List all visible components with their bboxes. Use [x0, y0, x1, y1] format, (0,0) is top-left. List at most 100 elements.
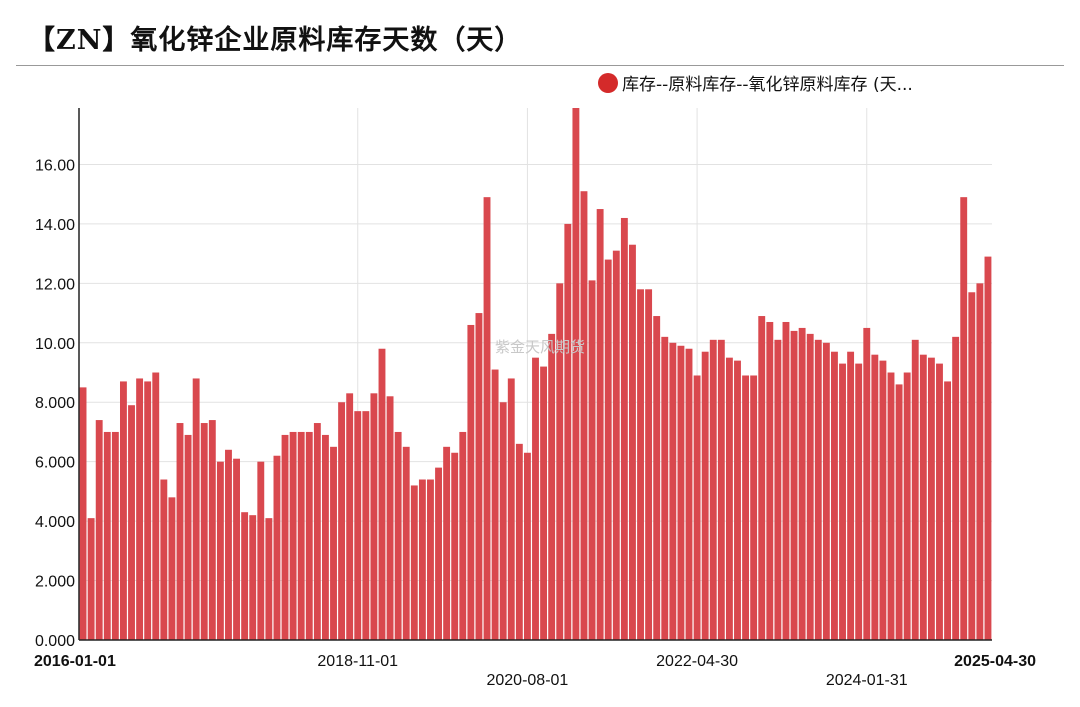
- bar[interactable]: [798, 327, 806, 640]
- bar[interactable]: [103, 431, 111, 640]
- bar[interactable]: [257, 461, 265, 640]
- bar[interactable]: [410, 485, 418, 640]
- bar[interactable]: [637, 289, 644, 640]
- bar[interactable]: [289, 431, 297, 640]
- bar[interactable]: [774, 339, 782, 640]
- bar[interactable]: [806, 333, 814, 640]
- bar[interactable]: [927, 357, 935, 640]
- bar[interactable]: [790, 330, 798, 640]
- bar[interactable]: [903, 372, 911, 640]
- bar[interactable]: [814, 339, 822, 640]
- bar[interactable]: [467, 324, 475, 640]
- bar[interactable]: [192, 378, 200, 640]
- bar[interactable]: [346, 393, 354, 640]
- bar[interactable]: [321, 434, 329, 640]
- bar[interactable]: [960, 197, 968, 640]
- bar[interactable]: [265, 518, 273, 640]
- bar[interactable]: [871, 354, 879, 640]
- bar[interactable]: [451, 452, 459, 640]
- bar[interactable]: [936, 363, 943, 640]
- bar[interactable]: [443, 446, 451, 640]
- bar[interactable]: [863, 327, 871, 640]
- bar[interactable]: [685, 348, 693, 640]
- bar[interactable]: [370, 393, 378, 640]
- bar[interactable]: [354, 411, 362, 640]
- bar[interactable]: [677, 345, 685, 640]
- bar[interactable]: [297, 431, 305, 640]
- bar[interactable]: [976, 283, 984, 640]
- bar[interactable]: [839, 363, 846, 640]
- bar[interactable]: [313, 423, 321, 640]
- bar[interactable]: [144, 381, 152, 640]
- bar[interactable]: [386, 396, 394, 640]
- bar[interactable]: [661, 336, 669, 640]
- bar[interactable]: [128, 405, 135, 640]
- bar[interactable]: [572, 108, 580, 640]
- bar[interactable]: [241, 512, 249, 640]
- bar[interactable]: [919, 354, 927, 640]
- bar[interactable]: [540, 366, 548, 640]
- bar[interactable]: [216, 461, 224, 640]
- bar[interactable]: [734, 360, 741, 640]
- bar[interactable]: [596, 209, 604, 640]
- legend[interactable]: 库存--原料库存--氧化锌原料库存 (天...: [598, 70, 913, 95]
- bar[interactable]: [176, 423, 184, 640]
- bar[interactable]: [507, 378, 515, 640]
- bar[interactable]: [338, 402, 346, 640]
- bar[interactable]: [362, 411, 370, 640]
- bar[interactable]: [95, 420, 103, 640]
- bar[interactable]: [653, 316, 661, 640]
- bar[interactable]: [208, 420, 216, 640]
- bar[interactable]: [79, 387, 87, 640]
- bar[interactable]: [378, 348, 386, 640]
- bar[interactable]: [119, 381, 127, 640]
- bar[interactable]: [160, 479, 168, 640]
- bar[interactable]: [184, 434, 192, 640]
- bar[interactable]: [725, 357, 733, 640]
- bar[interactable]: [984, 256, 992, 640]
- bar[interactable]: [701, 351, 709, 640]
- bar[interactable]: [225, 449, 232, 640]
- bar[interactable]: [742, 375, 750, 640]
- bar[interactable]: [427, 479, 434, 640]
- bar[interactable]: [87, 518, 95, 640]
- bar[interactable]: [499, 402, 507, 640]
- bar[interactable]: [491, 369, 499, 640]
- bar[interactable]: [717, 339, 725, 640]
- bar[interactable]: [532, 357, 539, 640]
- bar[interactable]: [435, 467, 442, 640]
- bar[interactable]: [612, 250, 620, 640]
- bar[interactable]: [523, 452, 531, 640]
- bar[interactable]: [645, 289, 653, 640]
- bar[interactable]: [200, 423, 208, 640]
- bar[interactable]: [249, 515, 257, 640]
- bar[interactable]: [911, 339, 919, 640]
- bar[interactable]: [855, 363, 863, 640]
- bar[interactable]: [281, 434, 289, 640]
- bar[interactable]: [556, 283, 564, 640]
- bar[interactable]: [604, 259, 612, 640]
- bar[interactable]: [895, 384, 903, 640]
- bar[interactable]: [418, 479, 426, 640]
- bar[interactable]: [305, 431, 313, 640]
- bar[interactable]: [273, 455, 281, 640]
- bar[interactable]: [822, 342, 830, 640]
- bar[interactable]: [693, 375, 701, 640]
- bar[interactable]: [887, 372, 895, 640]
- bar[interactable]: [548, 333, 556, 640]
- bar[interactable]: [847, 351, 855, 640]
- bar[interactable]: [750, 375, 758, 640]
- bar[interactable]: [402, 446, 410, 640]
- bar[interactable]: [168, 497, 176, 640]
- bar[interactable]: [620, 217, 628, 640]
- bar[interactable]: [588, 280, 596, 640]
- bar[interactable]: [515, 443, 523, 640]
- bar[interactable]: [483, 197, 491, 640]
- bar[interactable]: [782, 321, 790, 640]
- bar[interactable]: [459, 431, 467, 640]
- bar[interactable]: [944, 381, 952, 640]
- bar[interactable]: [766, 321, 774, 640]
- bar[interactable]: [111, 431, 119, 640]
- bar[interactable]: [879, 360, 887, 640]
- bar[interactable]: [136, 378, 144, 640]
